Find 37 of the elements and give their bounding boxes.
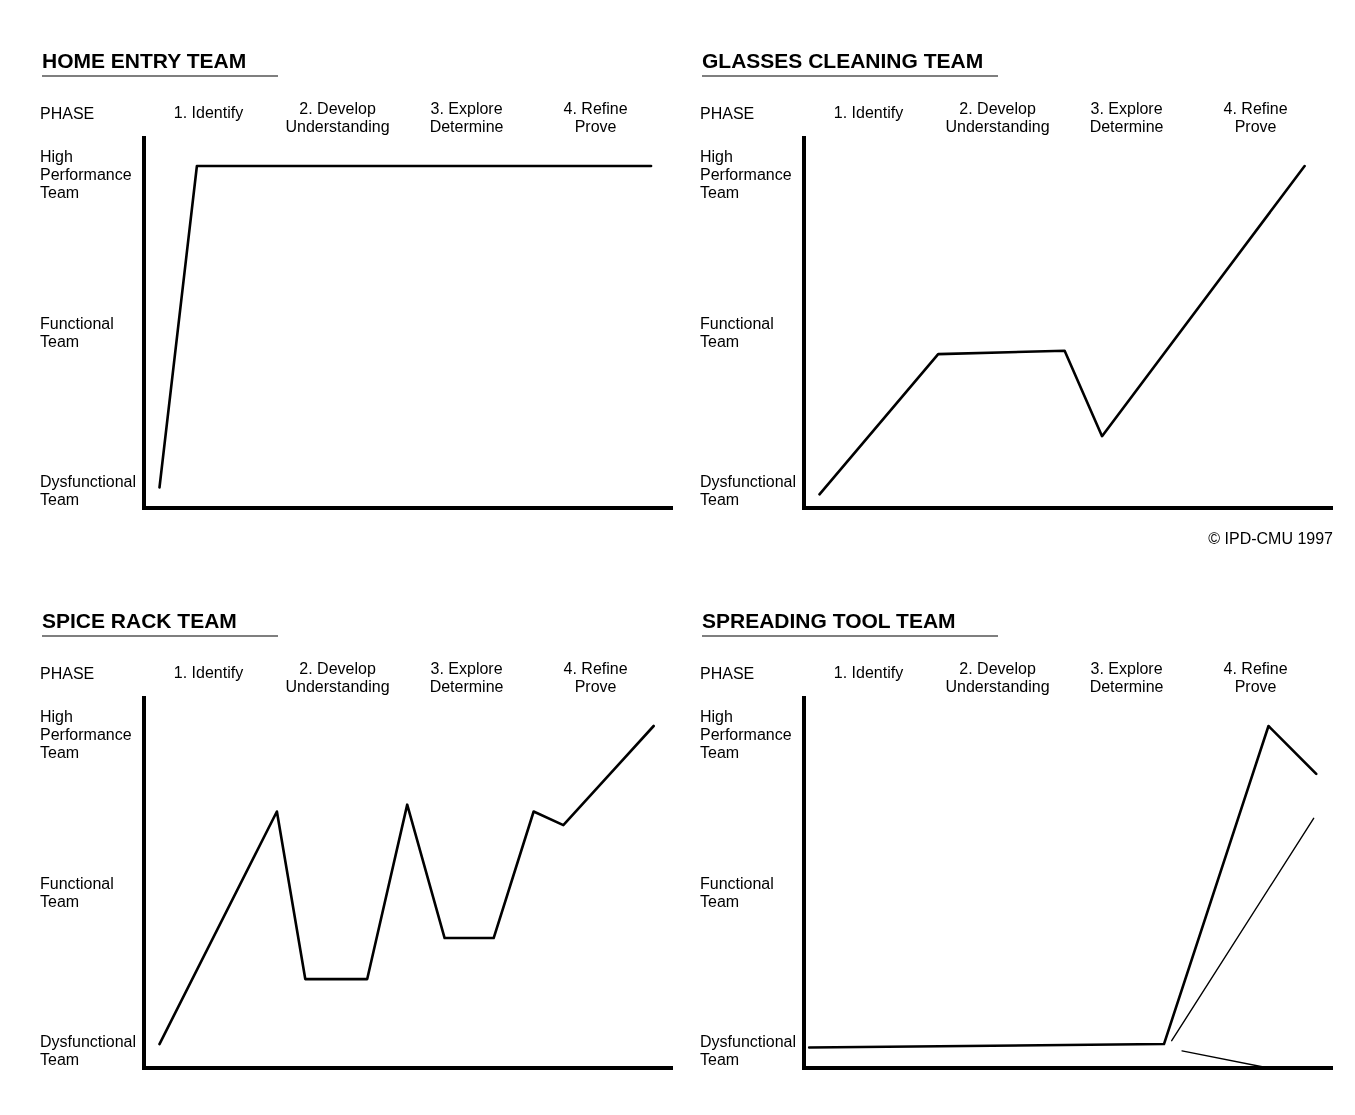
text: High Performance Team	[700, 708, 792, 761]
x-tick-label: 3. Explore Determine	[1089, 660, 1164, 695]
x-tick-label: 1. Identify	[833, 104, 904, 121]
x-tick-label: 1. Identify	[833, 664, 904, 681]
x-tick-label: 3. Explore Determine	[429, 100, 504, 135]
x-tick-label: 4. Refine Prove	[1223, 660, 1288, 695]
text: High Performance Team	[40, 708, 132, 761]
chart-title: GLASSES CLEANING TEAM	[702, 49, 984, 72]
x-tick-label: 2. Develop Understanding	[945, 100, 1050, 135]
chart-title: SPICE RACK TEAM	[42, 609, 237, 632]
x-axis-title: PHASE	[700, 105, 755, 122]
text: High Performance Team	[700, 148, 792, 201]
x-tick-label: 2. Develop Understanding	[285, 660, 390, 695]
text: Dysfunctional Team	[700, 473, 797, 508]
text: Functional Team	[700, 875, 774, 910]
chart-title: SPREADING TOOL TEAM	[702, 609, 956, 632]
text: Dysfunctional Team	[40, 1033, 137, 1068]
x-tick-label: 2. Develop Understanding	[285, 100, 390, 135]
text: © IPD-CMU 1997	[1208, 530, 1334, 547]
text: Dysfunctional Team	[700, 1033, 797, 1068]
x-tick-label: 3. Explore Determine	[1089, 100, 1164, 135]
x-tick-label: 1. Identify	[173, 664, 244, 681]
x-axis-title: PHASE	[40, 665, 95, 682]
x-tick-label: 4. Refine Prove	[563, 660, 628, 695]
text: Functional Team	[700, 315, 774, 350]
x-tick-label: 3. Explore Determine	[429, 660, 504, 695]
x-axis-title: PHASE	[40, 105, 95, 122]
x-tick-label: 2. Develop Understanding	[945, 660, 1050, 695]
text: Dysfunctional Team	[40, 473, 137, 508]
x-tick-label: 4. Refine Prove	[1223, 100, 1288, 135]
x-axis-title: PHASE	[700, 665, 755, 682]
text: Functional Team	[40, 875, 114, 910]
chart-title: HOME ENTRY TEAM	[42, 49, 247, 72]
x-tick-label: 4. Refine Prove	[563, 100, 628, 135]
text: High Performance Team	[40, 148, 132, 201]
text: Functional Team	[40, 315, 114, 350]
x-tick-label: 1. Identify	[173, 104, 244, 121]
